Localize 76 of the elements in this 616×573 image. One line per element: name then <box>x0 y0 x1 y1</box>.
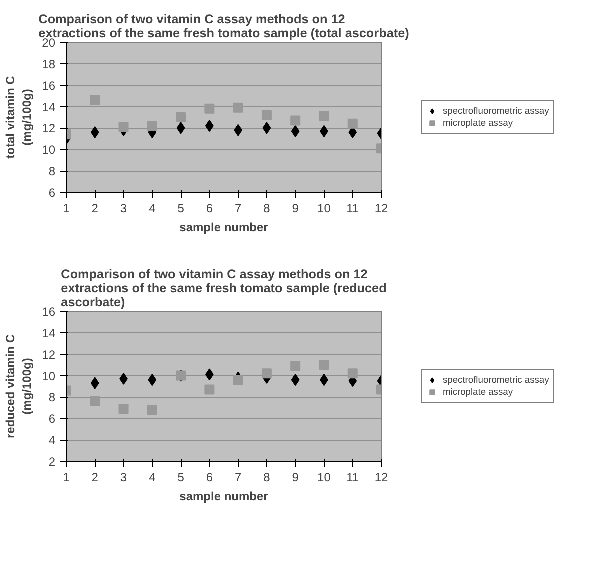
x-tick-label: 10 <box>318 470 332 484</box>
chart-title: Comparison of two vitamin C assay methods on 12 extractions of the same fresh tomato sample (reduced ascorbate) <box>61 268 387 310</box>
y-tick-label: 10 <box>42 369 56 384</box>
x-tick-label: 5 <box>178 202 185 216</box>
y-tick-label: 12 <box>42 348 56 362</box>
y-axis-title: reduced vitamin C (mg/100g) <box>3 334 34 439</box>
legend-label: microplate assay <box>443 117 513 129</box>
point <box>291 125 300 138</box>
point <box>233 102 244 113</box>
point <box>90 377 100 390</box>
x-tick-label: 8 <box>264 470 271 484</box>
y-tick-label: 16 <box>42 305 56 319</box>
x-tick-label: 12 <box>374 470 388 484</box>
y-tick-label: 18 <box>42 57 56 72</box>
point <box>204 104 215 114</box>
point <box>233 375 244 386</box>
point <box>118 122 129 132</box>
point <box>120 373 128 385</box>
x-tick-label: 9 <box>292 470 300 484</box>
y-tick-label: 14 <box>42 326 56 340</box>
point <box>319 360 330 370</box>
y-tick-label: 12 <box>42 122 56 136</box>
x-tick-label: 4 <box>149 202 156 216</box>
y-tick-label: 8 <box>48 164 56 179</box>
point <box>118 404 129 414</box>
x-tick-label: 1 <box>63 470 70 484</box>
x-tick-label: 7 <box>234 470 242 484</box>
point <box>319 111 330 122</box>
y-tick-label: 8 <box>48 390 56 405</box>
x-tick-label: 5 <box>178 470 185 484</box>
point <box>148 374 157 386</box>
point <box>262 122 272 134</box>
point <box>290 361 301 372</box>
x-tick-label: 12 <box>374 202 388 216</box>
y-tick-label: 14 <box>42 100 56 114</box>
x-tick-label: 6 <box>206 202 214 216</box>
point <box>262 110 272 120</box>
x-tick-label: 11 <box>346 470 360 484</box>
y-tick-label: 6 <box>48 412 56 426</box>
y-tick-label: 2 <box>48 455 56 469</box>
point <box>90 396 100 406</box>
x-tick-label: 4 <box>149 470 156 484</box>
point <box>90 126 100 138</box>
point <box>147 405 158 416</box>
point <box>291 374 300 386</box>
x-tick-label: 6 <box>206 470 214 484</box>
point <box>90 95 100 106</box>
point <box>176 112 186 122</box>
point <box>348 368 358 379</box>
x-axis-title: sample number <box>180 220 269 234</box>
x-axis-title: sample number <box>180 490 269 504</box>
y-tick-label: 6 <box>48 186 56 200</box>
x-tick-label: 10 <box>318 202 332 216</box>
y-tick-label: 20 <box>42 36 56 50</box>
x-tick-label: 1 <box>63 202 70 216</box>
y-tick-label: 4 <box>48 434 56 448</box>
point <box>176 122 186 134</box>
x-tick-label: 2 <box>92 470 99 484</box>
point <box>147 121 158 132</box>
y-tick-label: 10 <box>42 143 56 158</box>
x-tick-label: 3 <box>120 470 128 484</box>
x-tick-label: 8 <box>264 202 271 216</box>
point <box>262 368 272 379</box>
point <box>204 384 215 395</box>
point <box>290 116 301 126</box>
x-tick-label: 3 <box>120 202 128 216</box>
point <box>348 118 358 129</box>
legend-label: microplate assay <box>443 386 513 398</box>
legend-label: spectrofluorometric assay <box>443 374 550 386</box>
x-tick-label: 2 <box>92 202 99 216</box>
x-tick-label: 11 <box>346 202 360 216</box>
y-tick-label: 16 <box>42 78 56 93</box>
x-tick-label: 9 <box>292 202 300 216</box>
x-tick-label: 7 <box>234 202 242 216</box>
y-axis-title: total vitamin C (mg/100g) <box>3 76 34 159</box>
legend-label: spectrofluorometric assay <box>443 105 550 117</box>
